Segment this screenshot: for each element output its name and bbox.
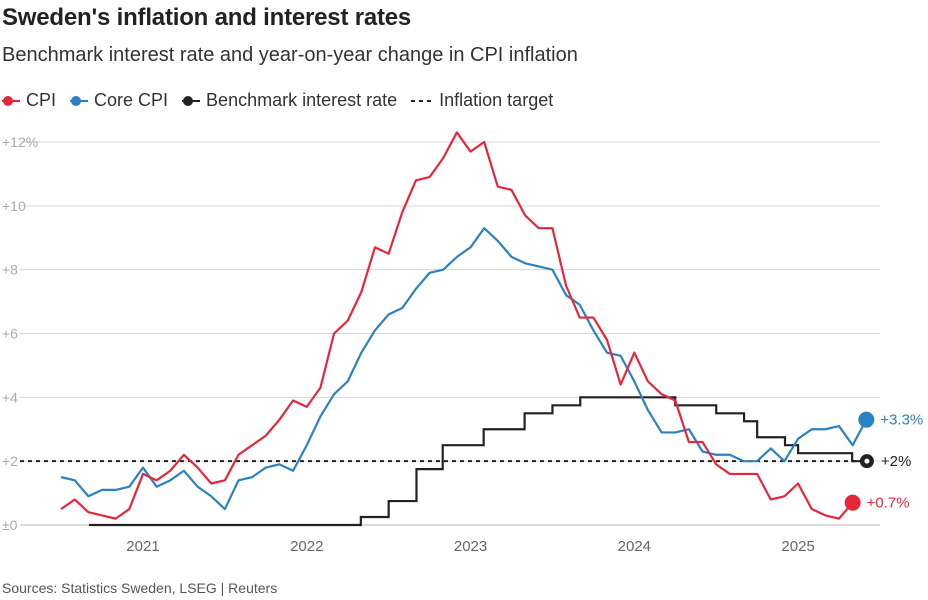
chart-title: Sweden's inflation and interest rates [2,4,412,31]
y-tick-label-5: +10 [2,198,26,214]
rate-end-marker-center [864,458,870,464]
legend-item-inflation-target: Inflation target [411,90,553,111]
cpi-layer [60,131,854,520]
legend-swatch-benchmark-rate [182,95,201,106]
x-axis-ticks: 2021 2022 2023 2024 2025 [126,538,814,555]
legend-label-inflation-target: Inflation target [439,90,554,110]
benchmark-rate-line [88,396,867,527]
core-cpi-line [60,227,868,511]
y-tick-label-2: +4 [2,389,18,405]
cpi-line [60,131,854,520]
legend-label-core-cpi: Core CPI [94,90,169,110]
legend-item-benchmark-rate: Benchmark interest rate [182,90,397,111]
core-end-label: +3.3% [880,412,923,429]
y-tick-label-4: +8 [2,262,18,278]
gridlines [20,141,880,526]
legend-label-benchmark-rate: Benchmark interest rate [206,90,398,110]
legend-item-core-cpi: Core CPI [70,90,168,111]
x-tick-label-2022: 2022 [290,538,323,555]
x-tick-label-2025: 2025 [781,538,814,555]
y-tick-label-6: +12% [2,134,38,150]
cpi-end-label: +0.7% [867,495,910,512]
legend-swatch-cpi [2,95,20,106]
rate-layer [88,396,867,527]
y-tick-label-1: +2 [2,453,18,469]
legend-swatch-core-cpi [70,95,89,106]
legend: CPI Core CPI Benchmark interest rate Inf… [2,90,567,111]
legend-swatch-inflation-target [411,99,434,102]
rate-end-label: +2% [881,453,911,470]
y-axis-ticks: ±0 +2 +4 +6 +8 +10 +12% [2,134,38,533]
x-tick-label-2023: 2023 [454,538,487,555]
chart-subtitle: Benchmark interest rate and year-on-year… [2,44,578,66]
y-tick-label-0: ±0 [2,517,18,533]
cpi-end-marker [844,494,861,511]
end-labels-layer: +3.3% +2% +0.7% [844,411,923,512]
core-end-marker [858,411,875,428]
legend-item-cpi: CPI [2,90,56,111]
y-tick-label-3: +6 [2,326,18,342]
x-tick-label-2021: 2021 [126,538,159,555]
source-note: Sources: Statistics Sweden, LSEG | Reute… [2,580,278,596]
legend-label-cpi: CPI [26,90,57,110]
x-tick-label-2024: 2024 [618,538,651,555]
core-cpi-layer [60,227,868,511]
